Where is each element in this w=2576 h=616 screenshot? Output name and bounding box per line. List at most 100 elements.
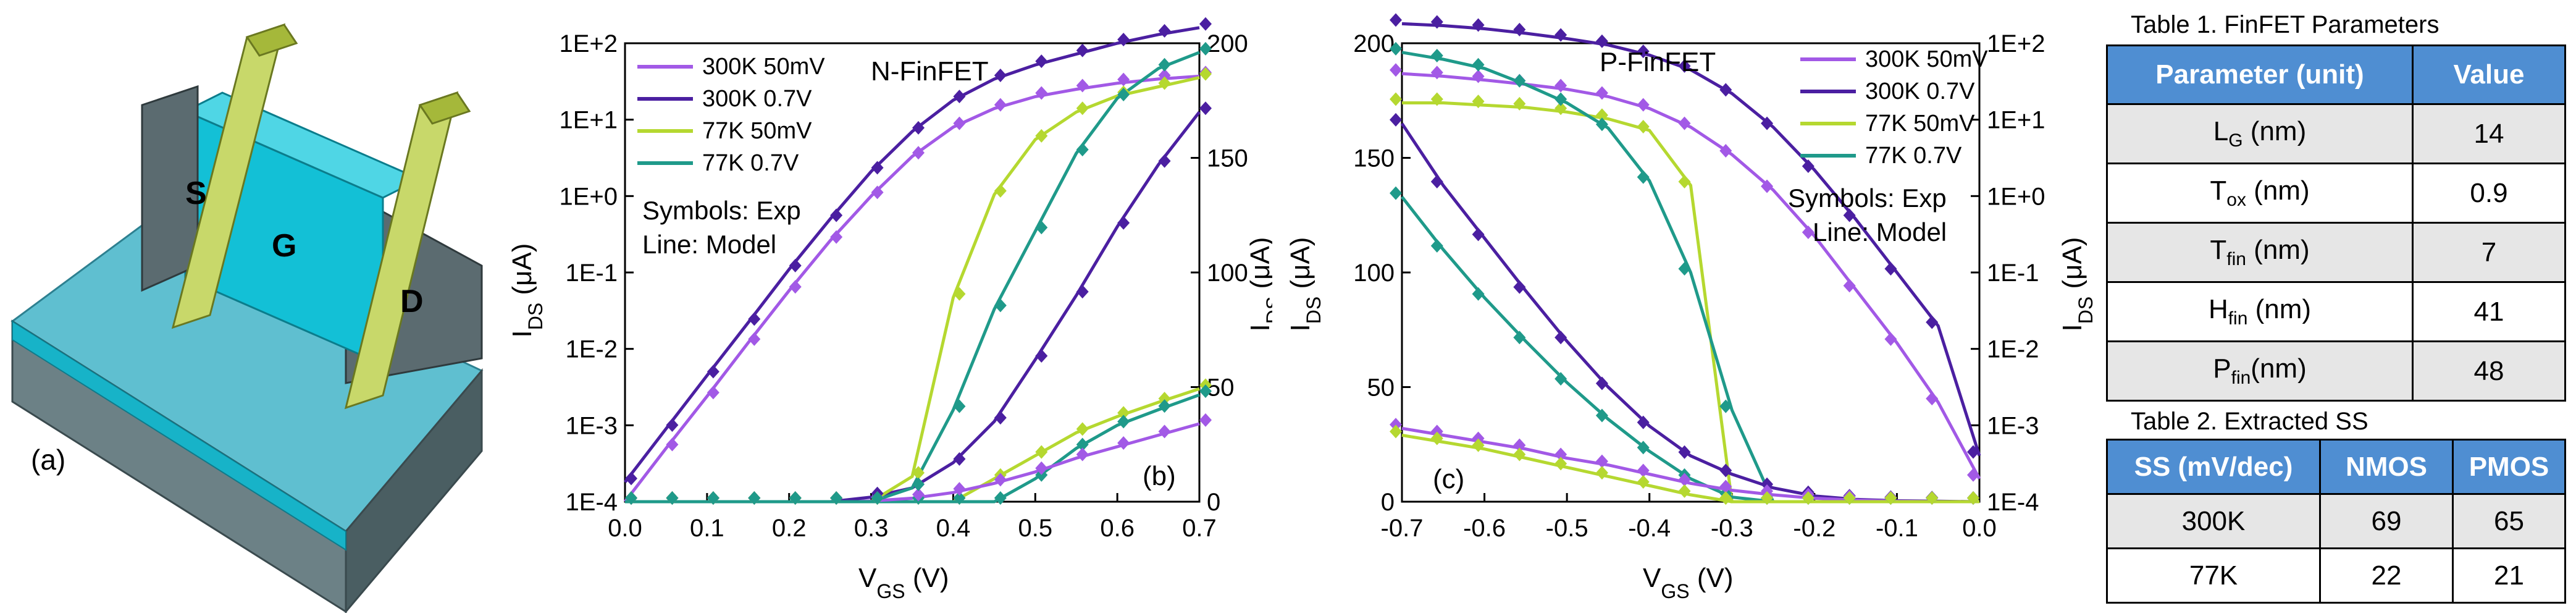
x-tick-labels: 0.0 0.1 0.2 0.3 0.4 0.5 0.6 0.7 — [608, 493, 1217, 542]
x-tick-label: 0.7 — [1182, 515, 1217, 542]
data-point — [1595, 408, 1608, 423]
p-finfet-plot: -0.7 -0.6 -0.5 -0.4 -0.3 -0.2 -0.1 0.0 0 50 100 15… — [1285, 13, 2097, 602]
data-point — [625, 471, 637, 486]
data-point — [1884, 262, 1897, 276]
data-point — [1884, 332, 1897, 346]
data-point — [1637, 119, 1650, 133]
data-point — [1199, 17, 1212, 31]
data-point — [1843, 279, 1856, 293]
series-points — [1390, 13, 1979, 505]
data-point — [1472, 438, 1485, 452]
y-right-tick-label: 1E+2 — [1987, 30, 2045, 57]
data-point — [1076, 143, 1089, 157]
data-point — [994, 98, 1007, 112]
y-left-tick-label: 200 — [1353, 30, 1395, 57]
data-point — [1678, 473, 1691, 487]
data-point — [1678, 116, 1691, 130]
data-point — [1513, 438, 1526, 452]
oxide-layer — [12, 320, 346, 551]
data-point — [1678, 262, 1691, 276]
param-cell: Tfin (nm) — [2106, 222, 2414, 283]
chart-title: P-FinFET — [1600, 47, 1716, 77]
nmos-cell: 69 — [2319, 493, 2454, 549]
data-point — [1076, 101, 1089, 116]
x-tick-label: 0.0 — [1962, 515, 1997, 542]
data-point — [1035, 468, 1048, 482]
pmos-cell: 65 — [2452, 493, 2566, 549]
y-right-tick-label: 1E-1 — [1987, 259, 2039, 287]
data-point — [1076, 447, 1089, 462]
data-point — [625, 491, 637, 505]
data-point — [1472, 287, 1485, 301]
data-point — [1199, 41, 1212, 56]
data-point — [1430, 175, 1443, 189]
x-tick-label: 0.0 — [608, 515, 642, 542]
table2-caption: Table 2. Extracted SS — [2131, 408, 2368, 435]
series-line — [625, 422, 1200, 504]
data-point — [1390, 92, 1402, 106]
n-finfet-chart: 0.0 0.1 0.2 0.3 0.4 0.5 0.6 0.7 1E-4 1E-3 1E-2 1E-… — [494, 0, 1285, 613]
x-axis-label: VGS (V) — [858, 563, 949, 602]
y-left-tick-label: 1E-2 — [566, 336, 618, 363]
data-point — [1390, 41, 1402, 56]
table2-header-pmos: PMOS — [2452, 439, 2566, 495]
data-point — [1158, 57, 1171, 72]
series-lines — [624, 26, 1201, 504]
data-point — [1719, 479, 1732, 494]
y-right-tick-label: 0 — [1207, 489, 1220, 516]
substrate-side — [345, 368, 483, 615]
data-point — [830, 230, 843, 244]
value-cell: 41 — [2412, 281, 2566, 342]
temp-cell: 77K — [2106, 547, 2321, 604]
x-tick-label: 0.6 — [1100, 515, 1135, 542]
data-point — [912, 487, 925, 502]
data-point — [1472, 431, 1485, 445]
pmos-cell: 21 — [2452, 547, 2566, 604]
y-right-tick-label: 1E-2 — [1987, 336, 2039, 363]
data-point — [1678, 59, 1691, 73]
data-point — [1761, 484, 1774, 498]
x-tick-label: 0.4 — [936, 515, 971, 542]
note-symbols: Symbols: Exp — [642, 196, 801, 225]
data-point — [1595, 86, 1608, 100]
x-tick-label: 0.5 — [1018, 515, 1052, 542]
data-point — [912, 477, 925, 491]
y-left-tick-label: 1E+2 — [559, 30, 618, 57]
data-point — [1158, 76, 1171, 90]
data-point — [1035, 129, 1048, 143]
data-point — [1719, 83, 1732, 97]
data-point — [1158, 392, 1171, 406]
y-right-tick-label: 1E+1 — [1987, 107, 2045, 134]
value-cell: 14 — [2412, 103, 2566, 164]
legend-label: 300K 50mV — [702, 54, 825, 80]
data-point — [1076, 43, 1089, 57]
table-row: 300K 69 65 — [2106, 493, 2566, 549]
data-point — [1554, 78, 1567, 93]
data-point — [953, 90, 966, 104]
data-point — [1967, 468, 1979, 482]
data-point — [1513, 74, 1526, 88]
data-point — [1430, 65, 1443, 80]
data-point — [1637, 44, 1650, 59]
data-point — [1158, 68, 1171, 82]
data-point — [1554, 101, 1567, 116]
data-point — [1430, 15, 1443, 29]
y-right-axis-label: IDS (μA) — [2057, 237, 2094, 332]
data-point — [1430, 92, 1443, 106]
x-tick-labels: -0.7 -0.6 -0.5 -0.4 -0.3 -0.2 -0.1 0.0 — [1381, 493, 1997, 542]
data-point — [666, 491, 679, 505]
data-point — [1430, 431, 1443, 445]
y-left-tick-label: 1E-4 — [566, 489, 618, 516]
y-left-tick-label: 1E+1 — [559, 107, 618, 134]
data-point — [1117, 33, 1130, 46]
data-point — [1802, 159, 1815, 173]
data-point — [1595, 466, 1608, 480]
data-point — [1199, 67, 1212, 81]
param-cell: Tox (nm) — [2106, 162, 2414, 224]
table2-header-nmos: NMOS — [2319, 439, 2454, 495]
data-point — [994, 184, 1007, 198]
legend-label: 300K 0.7V — [702, 86, 812, 112]
data-point — [871, 491, 884, 505]
data-point — [1199, 101, 1212, 116]
data-point — [1926, 392, 1939, 406]
